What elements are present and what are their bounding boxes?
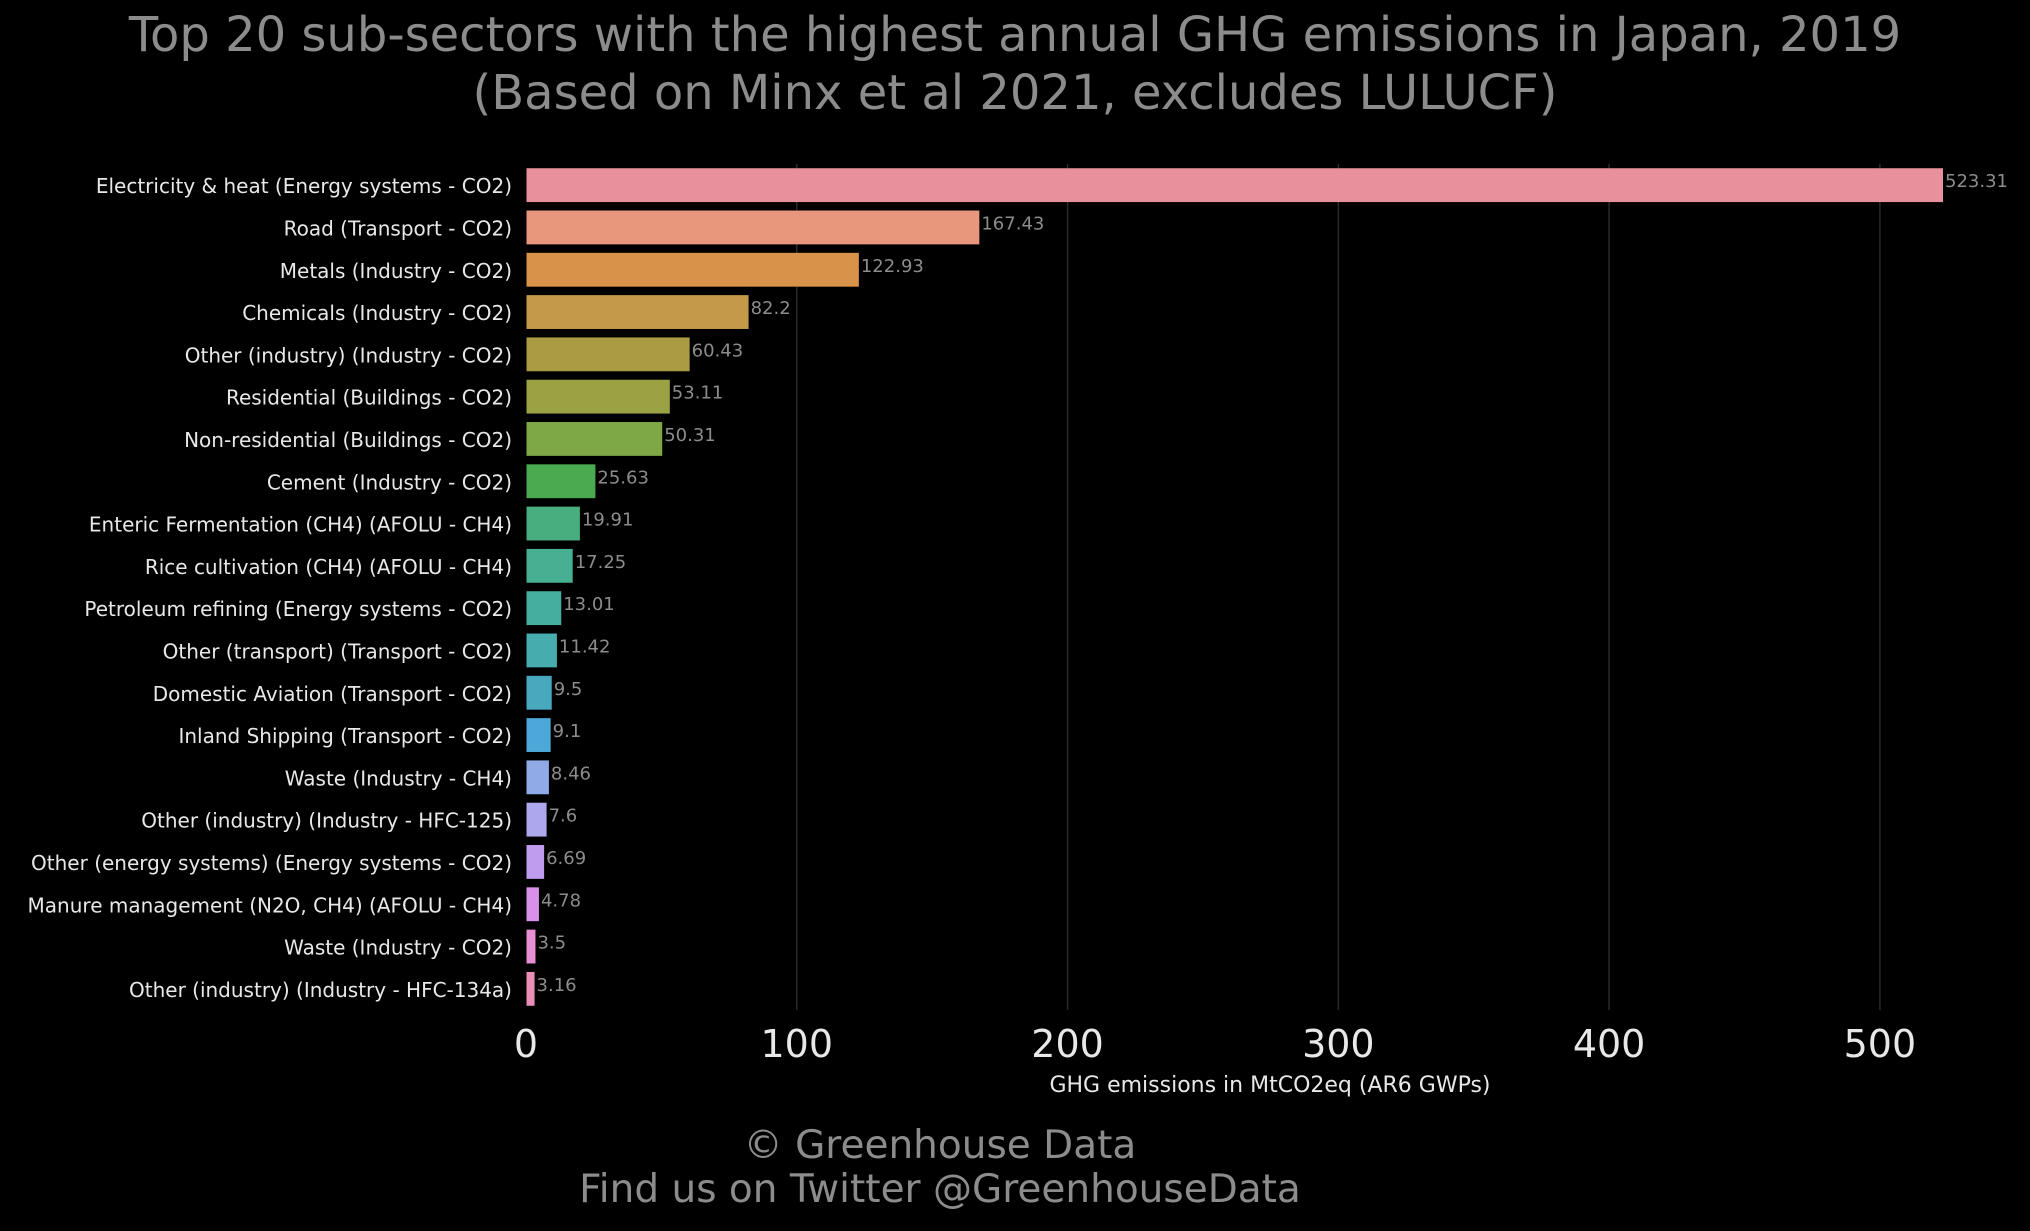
- value-label-5: 53.11: [672, 383, 724, 404]
- value-label-7: 25.63: [597, 467, 649, 488]
- bar-10: [526, 591, 562, 626]
- chart-title-line2: (Based on Minx et al 2021, excludes LULU…: [472, 65, 1558, 121]
- category-label-8: Enteric Fermentation (CH4) (AFOLU - CH4): [89, 513, 512, 537]
- value-label-0: 523.31: [1945, 171, 2008, 192]
- bar-13: [526, 718, 551, 752]
- value-label-2: 122.93: [861, 256, 924, 277]
- value-label-18: 3.5: [537, 933, 566, 954]
- value-label-8: 19.91: [582, 510, 634, 531]
- category-label-17: Manure management (N2O, CH4) (AFOLU - CH…: [28, 893, 512, 917]
- x-tick-label-1: 100: [761, 1022, 834, 1066]
- category-label-6: Non-residential (Buildings - CO2): [184, 428, 512, 452]
- bar-9: [526, 548, 573, 583]
- value-label-1: 167.43: [981, 213, 1044, 234]
- value-label-17: 4.78: [541, 890, 581, 911]
- bar-7: [526, 464, 596, 499]
- category-label-3: Chemicals (Industry - CO2): [242, 301, 512, 325]
- bar-0: [526, 168, 1943, 203]
- category-label-9: Rice cultivation (CH4) (AFOLU - CH4): [145, 555, 512, 579]
- bar-3: [526, 295, 749, 329]
- category-label-12: Domestic Aviation (Transport - CO2): [153, 682, 512, 706]
- x-tick-label-5: 500: [1844, 1022, 1917, 1066]
- category-label-7: Cement (Industry - CO2): [267, 470, 512, 494]
- bar-5: [526, 379, 670, 414]
- bar-14: [526, 760, 549, 795]
- category-label-14: Waste (Industry - CH4): [285, 766, 512, 790]
- x-tick-label-4: 400: [1573, 1022, 1646, 1066]
- bar-11: [526, 633, 557, 668]
- bar-19: [526, 971, 535, 1006]
- value-label-15: 7.6: [549, 806, 578, 827]
- chart-title-line1: Top 20 sub-sectors with the highest annu…: [128, 7, 1902, 63]
- category-label-0: Electricity & heat (Energy systems - CO2…: [96, 174, 512, 198]
- bar-4: [526, 337, 690, 372]
- value-label-14: 8.46: [551, 763, 591, 784]
- footer-twitter: Find us on Twitter @GreenhouseData: [579, 1167, 1301, 1212]
- category-label-2: Metals (Industry - CO2): [280, 259, 512, 283]
- x-tick-label-2: 200: [1031, 1022, 1104, 1066]
- value-label-10: 13.01: [563, 594, 615, 615]
- value-label-16: 6.69: [546, 848, 586, 869]
- category-label-19: Other (industry) (Industry - HFC-134a): [129, 978, 512, 1002]
- bar-1: [526, 210, 980, 245]
- category-label-15: Other (industry) (Industry - HFC-125): [141, 809, 512, 833]
- bar-15: [526, 802, 547, 837]
- footer: © Greenhouse Data Find us on Twitter @Gr…: [0, 1124, 1880, 1212]
- category-label-13: Inland Shipping (Transport - CO2): [178, 724, 512, 748]
- value-label-9: 17.25: [575, 552, 627, 573]
- value-label-11: 11.42: [559, 636, 611, 657]
- bar-16: [526, 845, 545, 879]
- bar-17: [526, 887, 539, 922]
- category-label-4: Other (industry) (Industry - CO2): [185, 343, 512, 367]
- category-label-18: Waste (Industry - CO2): [284, 936, 512, 960]
- bar-6: [526, 422, 663, 456]
- chart-title: Top 20 sub-sectors with the highest annu…: [0, 6, 2030, 122]
- category-label-5: Residential (Buildings - CO2): [226, 386, 512, 410]
- category-label-10: Petroleum refining (Energy systems - CO2…: [84, 597, 512, 621]
- value-label-6: 50.31: [664, 425, 716, 446]
- x-axis-label: GHG emissions in MtCO2eq (AR6 GWPs): [1049, 1073, 1490, 1098]
- bar-2: [526, 252, 859, 287]
- x-tick-label-0: 0: [514, 1022, 538, 1066]
- value-label-12: 9.5: [554, 679, 583, 700]
- category-label-1: Road (Transport - CO2): [284, 216, 512, 240]
- bar-8: [526, 506, 580, 541]
- footer-copyright: © Greenhouse Data: [743, 1123, 1137, 1168]
- category-label-16: Other (energy systems) (Energy systems -…: [31, 851, 512, 875]
- bar-18: [526, 929, 536, 964]
- value-label-13: 9.1: [553, 721, 582, 742]
- bar-12: [526, 675, 552, 710]
- value-label-3: 82.2: [751, 298, 791, 319]
- category-label-11: Other (transport) (Transport - CO2): [163, 639, 512, 663]
- x-tick-label-3: 300: [1302, 1022, 1375, 1066]
- value-label-19: 3.16: [537, 975, 577, 996]
- value-label-4: 60.43: [692, 340, 744, 361]
